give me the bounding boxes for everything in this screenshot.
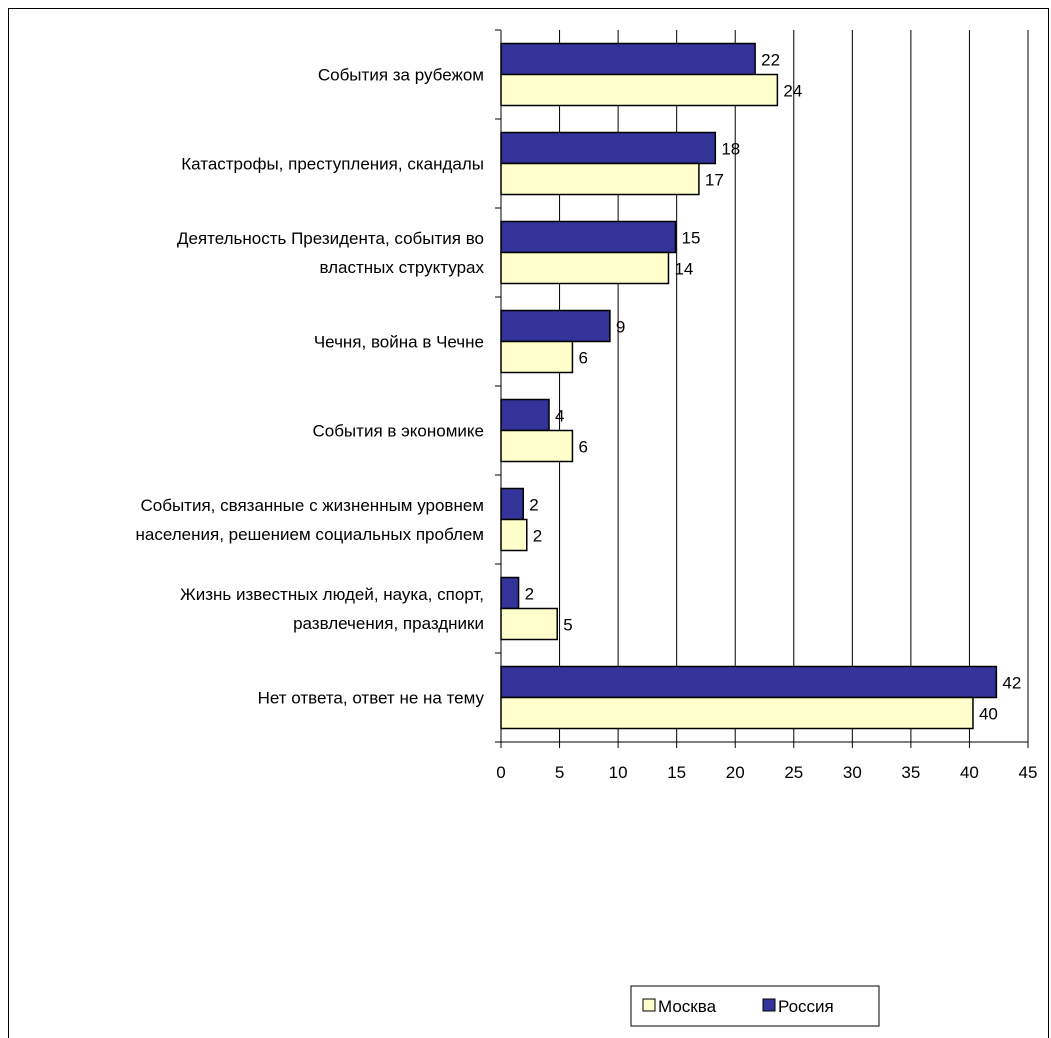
data-label-russia: 4	[555, 407, 564, 426]
x-tick-label: 5	[555, 763, 564, 782]
bar-moscow	[500, 340, 574, 374]
x-tick-label: 25	[784, 763, 803, 782]
x-tick-label: 15	[667, 763, 686, 782]
bar-moscow	[500, 251, 670, 285]
data-label-moscow: 24	[783, 82, 802, 101]
data-label-russia: 18	[721, 140, 740, 159]
x-tick-label: 35	[901, 763, 920, 782]
data-label-moscow: 2	[533, 527, 542, 546]
category-label: развлечения, праздники	[293, 614, 484, 633]
bar-russia	[500, 131, 717, 165]
data-label-moscow: 14	[674, 260, 693, 279]
x-tick-label: 10	[609, 763, 628, 782]
category-label: События в экономике	[312, 422, 484, 441]
x-tick-label: 45	[1019, 763, 1038, 782]
legend-swatch-moscow	[642, 998, 656, 1012]
data-label-russia: 2	[525, 585, 534, 604]
bar-moscow	[500, 73, 779, 107]
category-label: Катастрофы, преступления, скандалы	[181, 155, 484, 174]
bar-russia	[500, 665, 998, 699]
legend-swatch-russia	[762, 998, 776, 1012]
x-tick-label: 30	[843, 763, 862, 782]
data-label-russia: 9	[616, 318, 625, 337]
bar-moscow	[500, 518, 528, 552]
data-label-russia: 15	[681, 229, 700, 248]
category-label: Чечня, война в Чечне	[314, 333, 484, 352]
category-label: Деятельность Президента, события во	[177, 229, 484, 248]
data-label-moscow: 6	[578, 438, 587, 457]
bar-moscow	[500, 607, 558, 641]
category-label: населения, решением социальных проблем	[136, 525, 484, 544]
chart-frame	[8, 8, 1049, 1038]
data-label-russia: 42	[1002, 674, 1021, 693]
data-label-russia: 22	[761, 51, 780, 70]
data-label-moscow: 6	[578, 349, 587, 368]
bar-moscow	[500, 696, 974, 730]
category-label: властных структурах	[319, 258, 484, 277]
bar-moscow	[500, 162, 700, 196]
bar-moscow	[500, 429, 574, 463]
x-tick-label: 40	[960, 763, 979, 782]
x-tick-label: 0	[496, 763, 505, 782]
legend-label-moscow: Москва	[658, 997, 717, 1016]
bar-russia	[500, 487, 525, 521]
bar-russia	[500, 42, 756, 76]
bar-russia	[500, 309, 611, 343]
bar-russia	[500, 398, 550, 432]
category-label: Нет ответа, ответ не на тему	[258, 689, 485, 708]
x-tick-label: 20	[726, 763, 745, 782]
legend-label-russia: Россия	[778, 997, 834, 1016]
category-label: События за рубежом	[318, 66, 484, 85]
data-label-moscow: 40	[979, 705, 998, 724]
data-label-russia: 2	[529, 496, 538, 515]
data-label-moscow: 17	[705, 171, 724, 190]
bar-russia	[500, 576, 520, 610]
category-label: Жизнь известных людей, наука, спорт,	[180, 585, 484, 604]
data-label-moscow: 5	[563, 616, 572, 635]
category-label: События, связанные с жизненным уровнем	[140, 496, 484, 515]
legend-box	[630, 985, 880, 1027]
bar-russia	[500, 220, 677, 254]
